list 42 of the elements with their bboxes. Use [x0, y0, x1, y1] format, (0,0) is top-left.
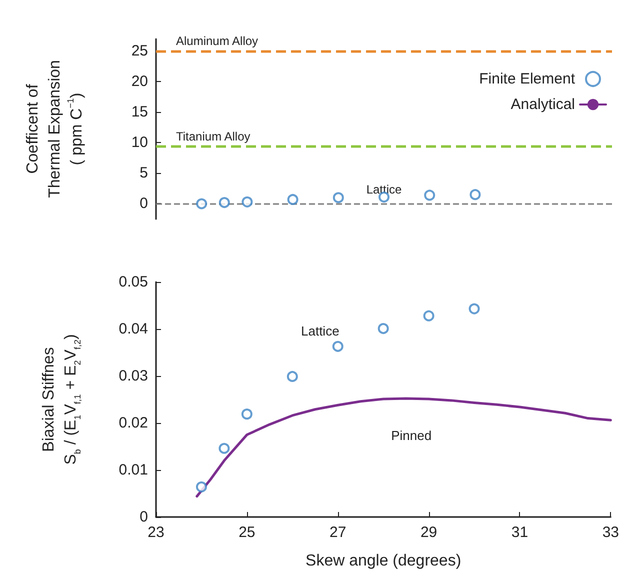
ref-line-label: Lattice — [366, 182, 402, 197]
point — [378, 323, 389, 334]
x-axis-title: Skew angle (degrees) — [306, 552, 462, 570]
y-tick-label: 20 — [131, 73, 148, 90]
point — [286, 370, 298, 382]
y-tick-label: 15 — [131, 104, 148, 121]
annotation: Lattice — [301, 323, 340, 338]
y-tick-label: 0 — [140, 508, 148, 526]
point — [287, 194, 298, 205]
point — [332, 192, 344, 204]
point — [470, 189, 481, 200]
point — [218, 197, 230, 208]
point — [196, 198, 208, 210]
point — [218, 442, 230, 454]
ref-line-label: Titanium Alloy — [176, 129, 250, 144]
x-tick-label: 33 — [602, 524, 619, 541]
point — [424, 190, 436, 201]
y-tick-label: 10 — [131, 134, 148, 152]
y-tick-label: 0.03 — [118, 368, 148, 384]
point — [241, 408, 252, 420]
annotation: Pinned — [391, 428, 432, 444]
y-tick-label: 0 — [140, 195, 148, 212]
x-tick-label: 27 — [330, 524, 346, 541]
y-tick-label: 0.01 — [118, 462, 148, 478]
line-series — [196, 397, 612, 498]
legend-label: Analytical — [510, 96, 575, 113]
x-tick-label: 31 — [511, 524, 528, 541]
legend-label: Finite Element — [479, 70, 576, 88]
point — [242, 196, 253, 208]
point — [423, 310, 434, 322]
x-tick-label: 25 — [238, 524, 256, 541]
x-tick-label: 29 — [420, 524, 438, 541]
point — [332, 340, 344, 352]
y-tick-label: 0.02 — [118, 414, 148, 432]
x-tick-label: 23 — [148, 524, 164, 541]
y-tick-label: 25 — [131, 42, 148, 60]
y-tick-label: 5 — [140, 164, 148, 182]
y-tick-label: 0.04 — [118, 320, 148, 338]
ref-line-label: Aluminum Alloy — [176, 34, 258, 48]
y-tick-label: 0.05 — [118, 274, 148, 290]
point — [196, 481, 207, 492]
point — [468, 303, 480, 314]
